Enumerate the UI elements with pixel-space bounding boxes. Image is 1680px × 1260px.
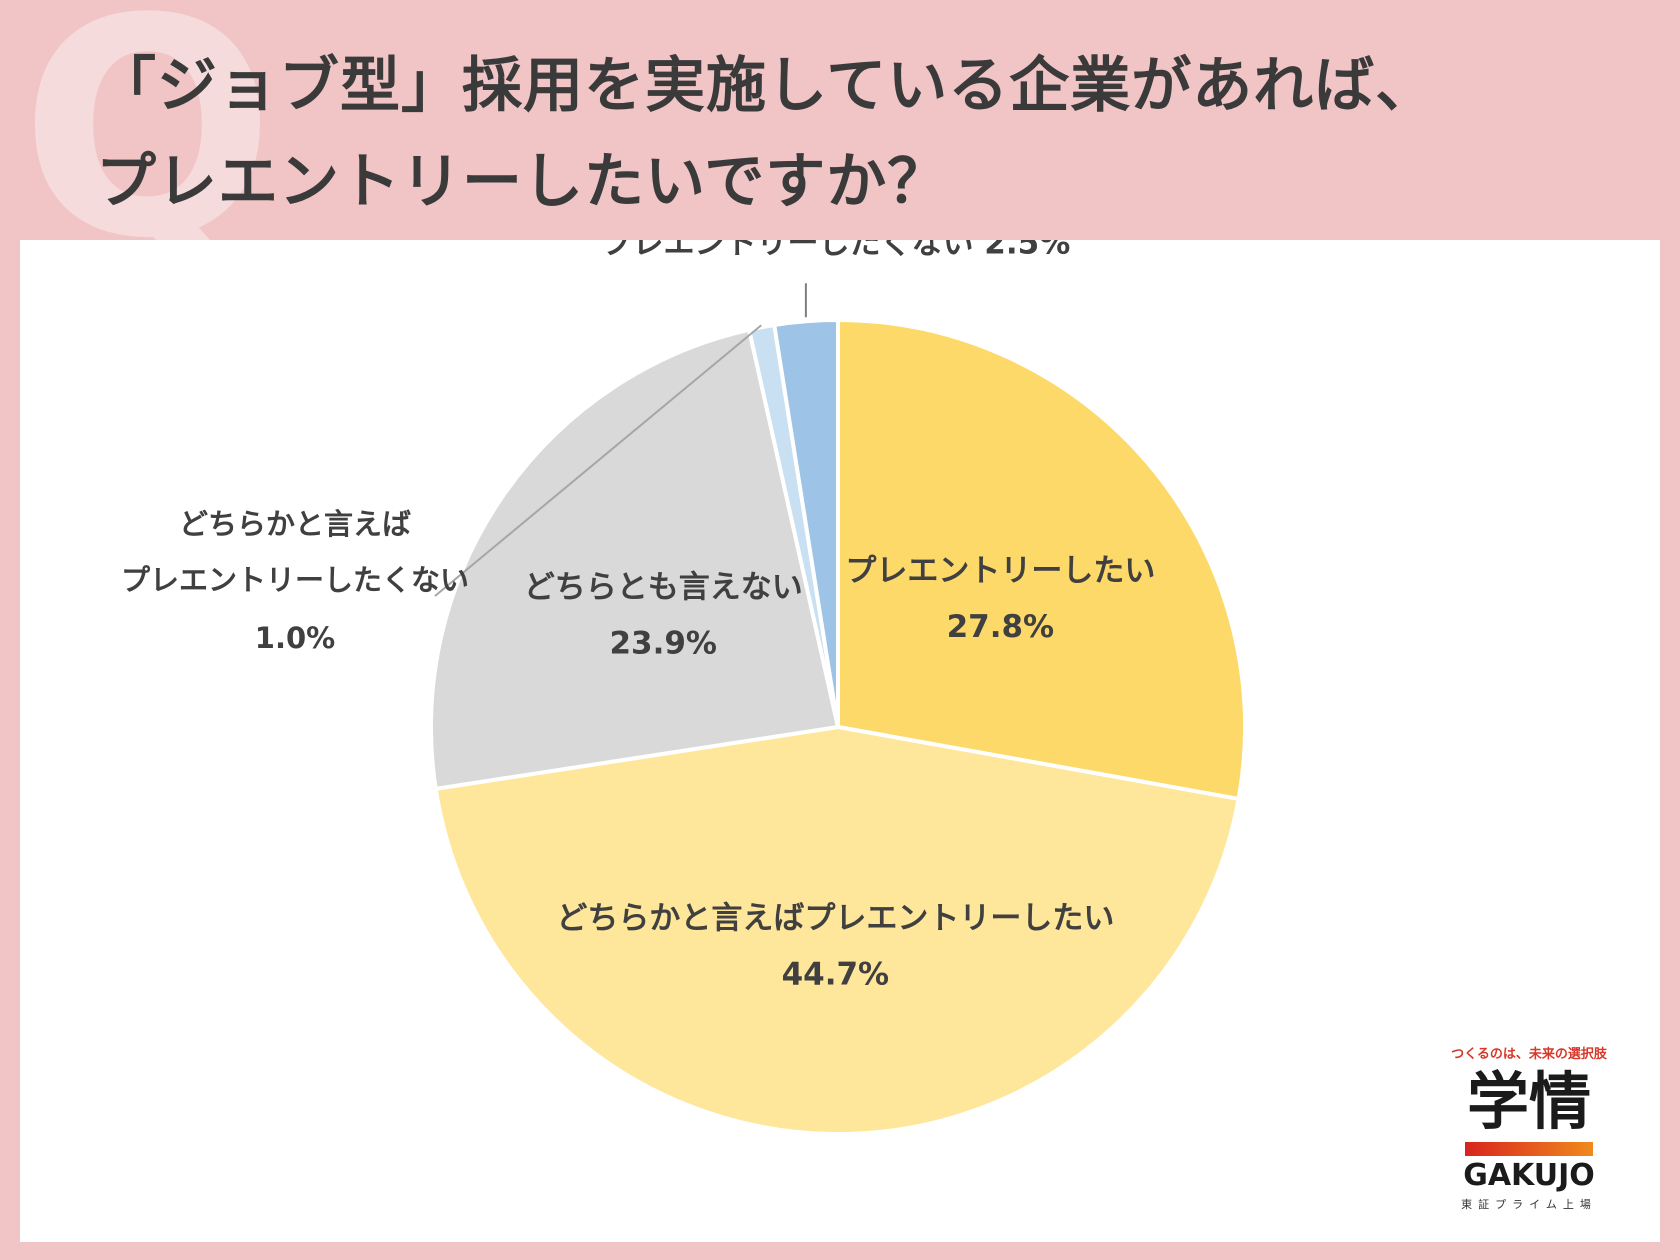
leader-line-4 <box>434 324 762 597</box>
slice-label-4-line2: プレエントリーしたくない <box>121 563 469 597</box>
brand-sub: 東証プライム上場 <box>1461 1198 1597 1211</box>
slice-label-2: どちらかと言えばプレエントリーしたい <box>556 901 1114 937</box>
brand-bar <box>1465 1142 1593 1156</box>
pie-slice-5 <box>771 317 840 728</box>
title-line-2: プレエントリーしたいですか？ <box>96 147 949 217</box>
pie-chart: プレエントリーしたい 27.8% どちらかと言えばプレエントリーしたい 44.7% どち… <box>121 240 1247 1136</box>
slice-label-5: プレエントリーしたくない 2.5% <box>601 240 1070 261</box>
header: 「ジョブ型」採用を実施している企業があれば、 プレエントリーしたいですか？ <box>0 0 1680 240</box>
brand-name: 学情 <box>1466 1065 1591 1138</box>
pie-slice-1 <box>836 317 1247 802</box>
pie-slice-2 <box>433 724 1241 1136</box>
brand-logo: つくるのは、未来の選択肢 学情 GAKUJO 東証プライム上場 <box>1434 1043 1624 1212</box>
brand-english: GAKUJO <box>1463 1158 1595 1193</box>
slice-label-3: どちらとも言えない <box>524 570 803 606</box>
slice-label-4-line1: どちらかと言えば <box>179 507 411 541</box>
title-line-1: 「ジョブ型」採用を実施している企業があれば、 <box>96 51 1437 121</box>
background-q-letter: Q <box>20 0 276 304</box>
slice-value-3: 23.9% <box>609 626 717 662</box>
page-title: 「ジョブ型」採用を実施している企業があれば、 プレエントリーしたいですか？ <box>96 38 1436 230</box>
brand-tagline: つくるのは、未来の選択肢 <box>1451 1047 1607 1062</box>
slice-label-1: プレエントリーしたい <box>845 553 1155 589</box>
chart-panel: プレエントリーしたい 27.8% どちらかと言えばプレエントリーしたい 44.7% どち… <box>20 240 1660 1242</box>
pie-slice-3 <box>429 327 841 792</box>
slice-value-4: 1.0% <box>255 621 335 655</box>
slice-value-2: 44.7% <box>782 957 890 993</box>
slice-value-1: 27.8% <box>947 609 1055 645</box>
